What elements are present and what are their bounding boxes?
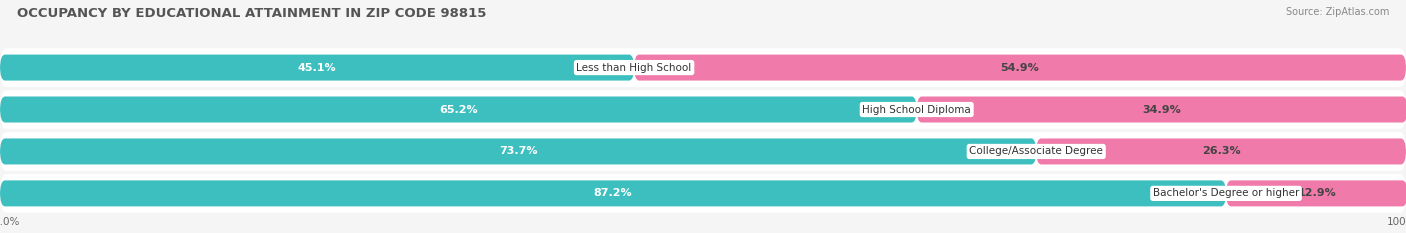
FancyBboxPatch shape [0,96,917,123]
Text: College/Associate Degree: College/Associate Degree [969,147,1104,156]
Text: Bachelor's Degree or higher: Bachelor's Degree or higher [1153,188,1299,198]
Text: 34.9%: 34.9% [1143,105,1181,114]
FancyBboxPatch shape [1036,138,1406,164]
FancyBboxPatch shape [0,138,1036,164]
Text: 73.7%: 73.7% [499,147,537,156]
Text: 65.2%: 65.2% [439,105,478,114]
Text: 87.2%: 87.2% [593,188,633,198]
FancyBboxPatch shape [0,48,1406,87]
Text: 54.9%: 54.9% [1001,63,1039,72]
Text: Source: ZipAtlas.com: Source: ZipAtlas.com [1285,7,1389,17]
FancyBboxPatch shape [917,96,1406,123]
Text: Less than High School: Less than High School [576,63,692,72]
Text: OCCUPANCY BY EDUCATIONAL ATTAINMENT IN ZIP CODE 98815: OCCUPANCY BY EDUCATIONAL ATTAINMENT IN Z… [17,7,486,20]
Text: High School Diploma: High School Diploma [862,105,972,114]
Text: 45.1%: 45.1% [298,63,336,72]
Text: 26.3%: 26.3% [1202,147,1240,156]
FancyBboxPatch shape [0,132,1406,171]
FancyBboxPatch shape [0,180,1226,206]
FancyBboxPatch shape [634,55,1406,81]
Text: 12.9%: 12.9% [1298,188,1336,198]
FancyBboxPatch shape [1226,180,1406,206]
FancyBboxPatch shape [0,174,1406,213]
FancyBboxPatch shape [0,55,634,81]
FancyBboxPatch shape [0,90,1406,129]
